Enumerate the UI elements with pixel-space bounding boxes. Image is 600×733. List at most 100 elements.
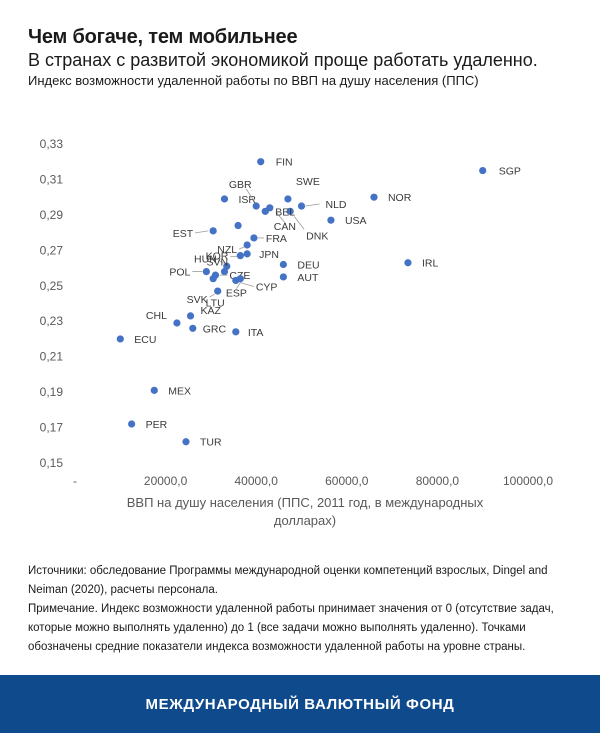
scatter-chart: 0,15 0,17 0,19 0,21 0,23 0,25 0,27 0,29 0,31 0,33… [40, 137, 554, 528]
organization-name: МЕЖДУНАРОДНЫЙ ВАЛЮТНЫЙ ФОНД [145, 695, 455, 713]
point-label: SGP [499, 166, 521, 178]
data-point [252, 202, 260, 210]
leader-line [245, 188, 255, 202]
point-label: PER [146, 419, 168, 431]
data-point [257, 158, 265, 166]
y-tick-label: 0,33 [40, 137, 64, 151]
point-label: SWE [296, 176, 320, 188]
data-point [297, 202, 306, 210]
data-point [404, 259, 412, 267]
data-point [284, 195, 292, 203]
data-point [150, 386, 158, 394]
data-point [173, 319, 181, 327]
y-tick-label: 0,23 [40, 314, 64, 328]
y-tick-label: 0,15 [40, 456, 64, 470]
leader-line [218, 259, 224, 264]
data-point [116, 335, 124, 343]
point-label: USA [345, 215, 367, 227]
y-tick-label: 0,29 [40, 208, 64, 222]
point-label: CHL [146, 310, 167, 322]
point-label: IRL [422, 258, 439, 270]
point-label: SVK [187, 294, 208, 306]
x-tick-label: 20000,0 [144, 474, 188, 488]
chart-notes: Источники: обследование Программы междун… [28, 562, 573, 657]
data-point [279, 260, 287, 269]
data-point [250, 234, 258, 242]
leader-line [293, 216, 305, 230]
data-point [234, 221, 242, 230]
footer-banner: МЕЖДУНАРОДНЫЙ ВАЛЮТНЫЙ ФОНД [0, 675, 600, 733]
y-tick-label: 0,17 [40, 421, 64, 435]
data-point [232, 328, 240, 336]
point-label: KAZ [201, 305, 222, 317]
data-point [327, 216, 335, 224]
point-label: NZL [217, 244, 237, 256]
data-point [243, 241, 251, 249]
data-point [220, 195, 229, 203]
x-tick-label: 80000,0 [416, 474, 460, 488]
point-label: AUT [297, 272, 319, 284]
x-axis-label: ВВП на душу населения (ППС, 2011 год, в … [127, 495, 484, 528]
leader-line [209, 293, 215, 298]
point-label: TUR [200, 437, 222, 449]
point-label: NOR [388, 192, 412, 204]
data-point [286, 207, 294, 215]
data-point [243, 250, 251, 258]
point-label: GBR [229, 179, 252, 191]
data-point [236, 252, 244, 260]
point-label: ECU [134, 334, 156, 346]
point-label: HUN [194, 253, 217, 265]
data-point [202, 268, 210, 276]
y-tick-label: 0,31 [40, 172, 64, 186]
point-label: DEU [297, 260, 319, 272]
leader-line [195, 230, 209, 234]
point-label: POL [169, 267, 190, 279]
data-point [186, 312, 195, 320]
y-tick-label: 0,25 [40, 279, 64, 293]
point-label: EST [173, 228, 194, 240]
x-tick-label: 100000,0 [503, 474, 553, 488]
data-point [261, 207, 269, 215]
data-point [182, 438, 190, 446]
point-label: DNK [306, 230, 328, 242]
leader-line [236, 282, 241, 289]
data-point [189, 324, 197, 332]
leader-line [239, 282, 254, 287]
data-point [214, 287, 222, 295]
x-tick-label: 60000,0 [325, 474, 369, 488]
x-tick-label: 40000,0 [235, 474, 279, 488]
data-point [209, 275, 217, 283]
chart-title: Чем богаче, тем мобильнее [28, 26, 298, 48]
y-tick-label: 0,21 [40, 350, 64, 364]
point-label: SVN [206, 257, 228, 269]
point-label: FRA [266, 233, 287, 245]
point-label: BEL [275, 206, 295, 218]
point-label: GRC [203, 323, 227, 335]
leader-line [305, 203, 320, 207]
data-point [236, 275, 244, 283]
y-tick-label: 0,19 [40, 385, 64, 399]
data-point [209, 227, 217, 235]
data-point [479, 166, 487, 175]
point-label: ITA [248, 327, 264, 339]
leader-line [275, 211, 287, 225]
sources-note: Источники: обследование Программы междун… [28, 565, 548, 596]
point-label: KOR [206, 251, 229, 263]
point-label: ESP [226, 288, 247, 300]
data-point [128, 420, 136, 428]
point-label: JPN [259, 249, 279, 261]
point-label: CYP [256, 281, 278, 293]
point-label: NLD [326, 199, 347, 211]
x-tick-label: - [73, 474, 77, 488]
data-point [279, 273, 287, 281]
point-label: LTU [206, 298, 225, 310]
point-label: CAN [274, 221, 296, 233]
data-point [370, 193, 378, 201]
point-label: MEX [168, 385, 191, 397]
chart-caption: Индекс возможности удаленной работы по В… [28, 73, 479, 88]
leader-line [238, 246, 245, 250]
point-label: FIN [276, 157, 293, 169]
remark-note: Примечание. Индекс возможности удаленной… [28, 603, 554, 653]
data-point [220, 268, 229, 276]
chart-subtitle: В странах с развитой экономикой проще ра… [28, 50, 538, 70]
